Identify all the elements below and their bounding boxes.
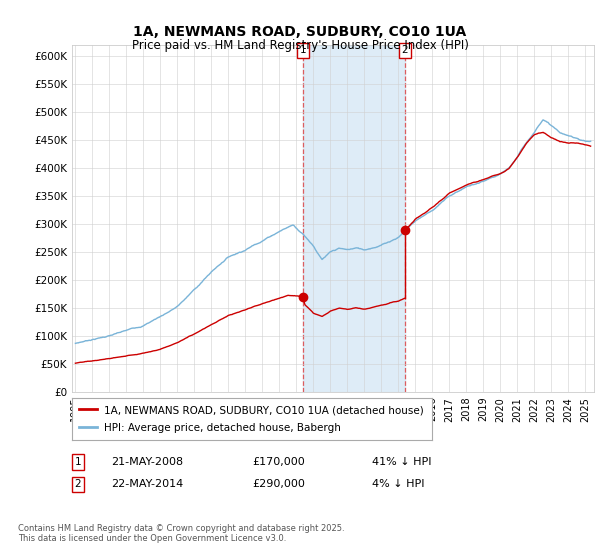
- Text: 1: 1: [299, 45, 306, 55]
- Text: Price paid vs. HM Land Registry's House Price Index (HPI): Price paid vs. HM Land Registry's House …: [131, 39, 469, 52]
- Text: Contains HM Land Registry data © Crown copyright and database right 2025.
This d: Contains HM Land Registry data © Crown c…: [18, 524, 344, 543]
- Text: 1: 1: [74, 457, 82, 467]
- Text: 1A, NEWMANS ROAD, SUDBURY, CO10 1UA (detached house): 1A, NEWMANS ROAD, SUDBURY, CO10 1UA (det…: [104, 405, 424, 415]
- Text: 4% ↓ HPI: 4% ↓ HPI: [372, 479, 425, 489]
- Text: HPI: Average price, detached house, Babergh: HPI: Average price, detached house, Babe…: [104, 423, 341, 433]
- Text: £170,000: £170,000: [252, 457, 305, 467]
- Text: 21-MAY-2008: 21-MAY-2008: [111, 457, 183, 467]
- Text: 1A, NEWMANS ROAD, SUDBURY, CO10 1UA: 1A, NEWMANS ROAD, SUDBURY, CO10 1UA: [133, 25, 467, 39]
- Bar: [303, 45, 405, 392]
- Text: 2: 2: [401, 45, 408, 55]
- Text: 22-MAY-2014: 22-MAY-2014: [111, 479, 183, 489]
- Text: £290,000: £290,000: [252, 479, 305, 489]
- Text: 41% ↓ HPI: 41% ↓ HPI: [372, 457, 431, 467]
- Text: 2: 2: [74, 479, 82, 489]
